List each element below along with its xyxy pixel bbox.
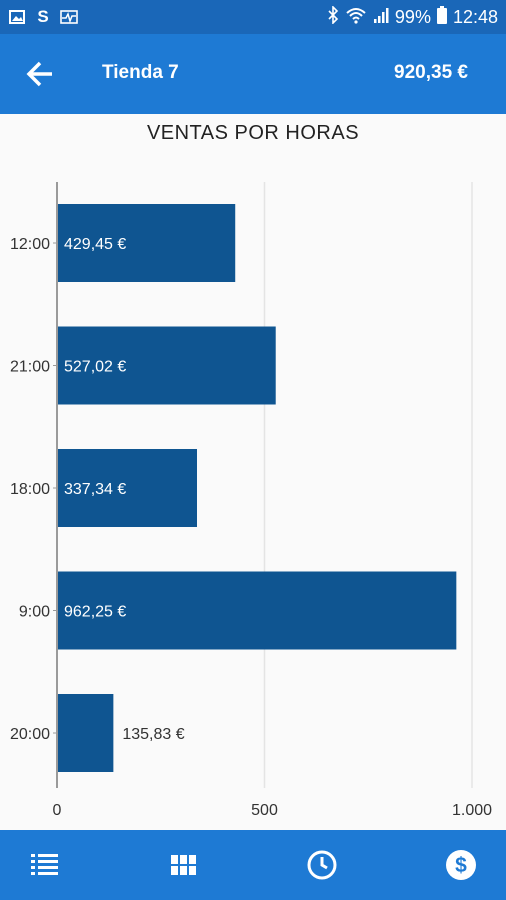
value-label: 135,83 € bbox=[122, 726, 184, 743]
dollar-icon: $ bbox=[446, 850, 476, 880]
bar bbox=[57, 571, 457, 650]
category-label: 9:00 bbox=[19, 604, 50, 621]
nav-grid-button[interactable] bbox=[166, 847, 202, 883]
back-button[interactable] bbox=[22, 56, 58, 92]
battery-percent: 99% bbox=[394, 7, 431, 27]
chart-title: VENTAS POR HORAS bbox=[146, 122, 360, 144]
x-tick-label: 0 bbox=[53, 802, 62, 819]
value-label: 337,34 € bbox=[64, 481, 126, 498]
category-label: 18:00 bbox=[10, 481, 50, 498]
category-label: 12:00 bbox=[10, 236, 50, 253]
value-label: 962,25 € bbox=[64, 604, 126, 621]
nav-clock-button[interactable] bbox=[304, 847, 340, 883]
value-label: 527,02 € bbox=[64, 359, 126, 376]
s-app-icon: S bbox=[37, 7, 49, 26]
list-icon bbox=[31, 854, 58, 875]
clock-icon bbox=[307, 850, 337, 880]
bluetooth-icon bbox=[327, 5, 339, 29]
arrow-left-icon bbox=[26, 61, 52, 87]
category-label: 21:00 bbox=[10, 359, 50, 376]
value-label: 429,45 € bbox=[64, 236, 126, 253]
total-amount: 920,35 € bbox=[394, 62, 468, 83]
svg-text:$: $ bbox=[455, 854, 467, 877]
nav-list-button[interactable] bbox=[27, 847, 63, 883]
status-bar: S 99% 12:48 bbox=[0, 0, 506, 34]
image-icon bbox=[8, 8, 26, 26]
x-tick-label: 500 bbox=[251, 802, 278, 819]
wifi-icon bbox=[345, 6, 367, 29]
signal-icon bbox=[373, 6, 389, 29]
page-title: Tienda 7 bbox=[102, 62, 179, 83]
nav-sales-button[interactable]: $ bbox=[443, 847, 479, 883]
category-label: 20:00 bbox=[10, 726, 50, 743]
battery-icon bbox=[436, 6, 447, 29]
x-tick-label: 1.000 bbox=[452, 802, 492, 819]
app-bar: Tienda 7 920,35 € bbox=[0, 34, 506, 114]
bar bbox=[57, 204, 236, 282]
bar bbox=[57, 449, 197, 527]
grid-icon bbox=[171, 855, 196, 875]
bar bbox=[57, 326, 276, 405]
bar bbox=[57, 694, 114, 772]
clock-time: 12:48 bbox=[452, 7, 498, 27]
pulse-icon bbox=[60, 8, 78, 26]
bottom-nav: $ bbox=[0, 830, 506, 900]
sales-by-hour-chart: 12:00 429,45 € 21:00 527,02 € 18:00 337,34 € 9… bbox=[10, 182, 492, 819]
